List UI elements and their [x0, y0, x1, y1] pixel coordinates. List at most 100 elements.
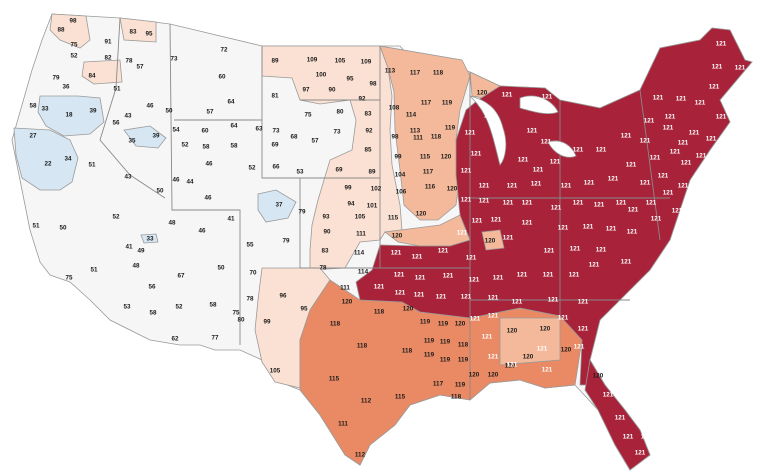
- region-value-label: 121: [574, 344, 585, 351]
- region-value-label: 121: [589, 262, 600, 269]
- region-value-label: 121: [482, 334, 493, 341]
- region-value-label: 121: [414, 292, 425, 299]
- region-value-label: 119: [424, 352, 435, 359]
- region-value-label: 39: [152, 133, 160, 140]
- region-value-label: 121: [641, 434, 652, 441]
- region-value-label: 121: [438, 248, 449, 255]
- region-value-label: 121: [395, 290, 406, 297]
- region-value-label: 46: [198, 228, 206, 235]
- region-value-label: 106: [396, 189, 407, 196]
- region-value-label: 121: [471, 151, 482, 158]
- region-value-label: 27: [29, 133, 37, 140]
- region-value-label: 121: [465, 130, 476, 137]
- region-value-label: 114: [358, 269, 369, 276]
- region-value-label: 121: [543, 272, 554, 279]
- region-value-label: 46: [205, 161, 213, 168]
- region-value-label: 81: [271, 93, 279, 100]
- region-value-label: 90: [328, 87, 336, 94]
- region-value-label: 33: [146, 236, 154, 243]
- region-value-label: 97: [302, 87, 310, 94]
- region-value-label: 120: [593, 373, 604, 380]
- region-value-label: 113: [385, 68, 396, 75]
- region-value-label: 119: [440, 339, 451, 346]
- region-value-label: 83: [364, 111, 372, 118]
- region-value-label: 57: [136, 64, 144, 71]
- region-value-label: 120: [342, 299, 353, 306]
- region-value-label: 22: [44, 161, 52, 168]
- region-value-label: 118: [458, 342, 469, 349]
- region-value-label: 96: [279, 293, 287, 300]
- region-value-label: 117: [421, 100, 432, 107]
- california-blue-region: [13, 127, 79, 191]
- region-value-label: 58: [230, 143, 238, 150]
- idaho-blue-region: [123, 125, 167, 149]
- region-value-label: 121: [621, 133, 632, 140]
- region-value-label: 50: [165, 108, 173, 115]
- region-value-label: 52: [70, 53, 78, 60]
- region-value-label: 39: [89, 108, 97, 115]
- region-value-label: 121: [621, 259, 632, 266]
- region-value-label: 120: [540, 326, 551, 333]
- region-value-label: 121: [570, 246, 581, 253]
- region-value-label: 67: [177, 273, 185, 280]
- region-value-label: 121: [646, 200, 657, 207]
- region-value-label: 119: [424, 338, 435, 345]
- region-value-label: 121: [542, 367, 553, 374]
- region-value-label: 121: [533, 167, 544, 174]
- region-value-label: 121: [484, 113, 495, 120]
- region-value-label: 120: [441, 154, 452, 161]
- region-value-label: 116: [425, 184, 436, 191]
- region-value-label: 43: [124, 174, 132, 181]
- oregon-peach-region: [81, 59, 123, 85]
- region-value-label: 121: [695, 100, 706, 107]
- region-value-label: 118: [402, 348, 413, 355]
- region-value-label: 48: [132, 263, 140, 270]
- region-value-label: 104: [395, 172, 406, 179]
- region-value-label: 121: [608, 176, 619, 183]
- region-value-label: 121: [537, 346, 548, 353]
- region-value-label: 83: [321, 248, 329, 255]
- region-value-label: 78: [125, 58, 133, 65]
- region-value-label: 64: [227, 99, 235, 106]
- region-value-label: 101: [367, 203, 378, 210]
- region-value-label: 89: [271, 58, 279, 65]
- region-value-label: 117: [423, 169, 434, 176]
- region-value-label: 51: [32, 223, 40, 230]
- region-value-label: 120: [523, 354, 534, 361]
- region-value-label: 35: [128, 138, 136, 145]
- region-value-label: 121: [548, 297, 559, 304]
- region-value-label: 83: [129, 29, 137, 36]
- region-value-label: 121: [616, 200, 627, 207]
- region-value-label: 78: [246, 296, 254, 303]
- region-value-label: 60: [218, 74, 226, 81]
- region-value-label: 54: [172, 127, 180, 134]
- region-value-label: 121: [469, 277, 480, 284]
- region-value-label: 121: [706, 136, 717, 143]
- region-value-label: 94: [347, 201, 355, 208]
- region-value-label: 121: [696, 153, 707, 160]
- region-value-label: 120: [505, 363, 516, 370]
- region-value-label: 105: [335, 58, 346, 65]
- region-value-label: 60: [201, 128, 209, 135]
- region-value-label: 63: [255, 126, 263, 133]
- region-value-label: 121: [735, 124, 746, 131]
- region-value-label: 111: [356, 231, 366, 238]
- region-value-label: 99: [394, 154, 402, 161]
- region-value-label: 118: [451, 394, 462, 401]
- region-value-label: 114: [354, 250, 365, 257]
- region-value-label: 121: [415, 275, 426, 282]
- region-value-label: 121: [678, 140, 689, 147]
- region-value-label: 121: [472, 218, 483, 225]
- region-value-label: 121: [479, 183, 490, 190]
- region-value-label: 119: [455, 382, 466, 389]
- region-value-label: 50: [59, 225, 67, 232]
- region-value-label: 121: [689, 130, 700, 137]
- region-value-label: 120: [507, 328, 518, 335]
- region-value-label: 121: [635, 450, 646, 457]
- region-value-label: 79: [298, 209, 306, 216]
- region-value-label: 58: [209, 302, 217, 309]
- region-value-label: 79: [282, 238, 290, 245]
- region-value-label: 121: [627, 229, 638, 236]
- region-value-label: 115: [395, 394, 406, 401]
- region-value-label: 121: [541, 139, 552, 146]
